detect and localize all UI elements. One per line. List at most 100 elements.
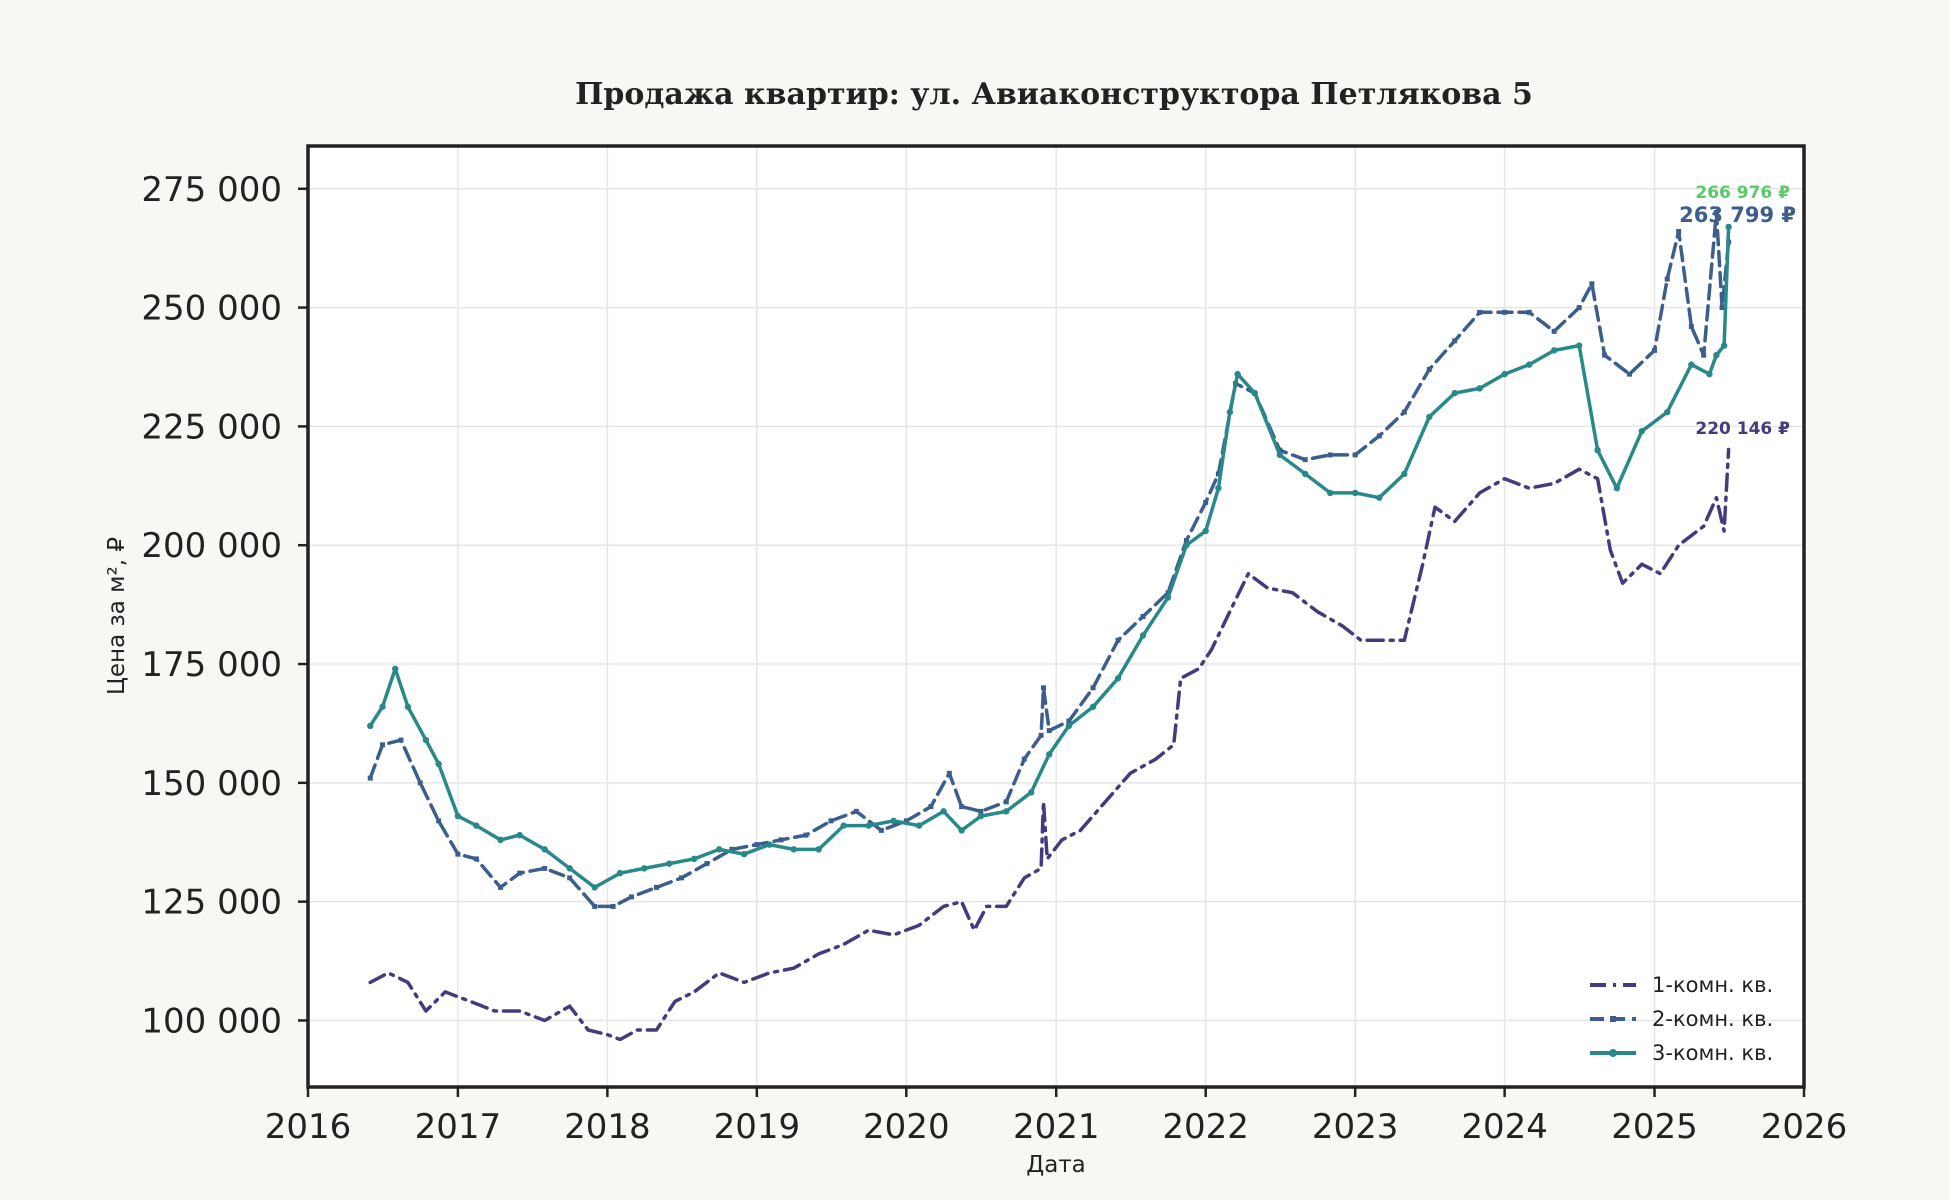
series-2-point <box>567 875 573 881</box>
y-axis: 100 000 125 000 150 000 175 000 200 000 225 0… <box>141 170 308 1041</box>
series-2-point <box>704 861 710 867</box>
series-3-point <box>740 850 748 858</box>
x-axis: 2016 2017 2018 2019 2020 2021 2022 2023 2024 2025… <box>265 1087 1848 1147</box>
x-tick-label: 2020 <box>863 1107 950 1147</box>
series-3-point <box>865 822 872 829</box>
x-tick-label: 2025 <box>1611 1107 1698 1147</box>
series-3-point <box>890 817 897 825</box>
series-3-point <box>1501 370 1508 378</box>
end-value-label: 220 146 ₽ <box>1695 419 1790 439</box>
series-3-point <box>1550 347 1558 354</box>
series-3-point <box>1183 542 1190 549</box>
series-2-point <box>1526 309 1532 315</box>
series-2-point <box>1140 614 1146 619</box>
x-tick-label: 2021 <box>1013 1107 1100 1147</box>
y-tick-label: 225 000 <box>141 407 282 447</box>
series-3-point <box>1376 494 1383 501</box>
series-3-point <box>379 703 386 710</box>
x-tick-label: 2026 <box>1761 1107 1848 1147</box>
series-2-point <box>398 737 404 743</box>
series-3-point <box>1114 675 1122 682</box>
x-tick-label: 2018 <box>564 1107 651 1147</box>
series-2-point <box>959 804 965 810</box>
series-2-point <box>946 770 952 776</box>
series-2-point <box>1215 471 1221 477</box>
series-3-point <box>1526 361 1533 368</box>
series-3-point <box>1688 361 1695 368</box>
series-3-point <box>1613 484 1621 492</box>
series-3-point <box>1594 446 1601 454</box>
y-tick-label: 100 000 <box>141 1001 282 1041</box>
series-2-point <box>754 842 760 848</box>
series-2-point <box>1038 732 1044 738</box>
series-2-point <box>1090 685 1096 691</box>
x-axis-label: Дата <box>1026 1152 1086 1178</box>
series-2-point <box>678 875 684 881</box>
end-value-label: 266 976 ₽ <box>1695 183 1790 203</box>
legend-label: 2-комн. кв. <box>1652 1007 1773 1031</box>
series-2-point <box>803 832 809 838</box>
legend-marker <box>1609 1049 1617 1057</box>
y-tick-label: 275 000 <box>141 170 282 210</box>
legend-marker <box>1610 1016 1616 1022</box>
series-3-point <box>840 822 847 829</box>
series-2-point <box>1352 452 1358 458</box>
legend-label: 3-комн. кв. <box>1652 1041 1773 1065</box>
series-2-point <box>592 903 598 909</box>
series-3-point <box>1046 751 1053 758</box>
legend-label: 1-комн. кв. <box>1652 973 1773 997</box>
series-3-point <box>497 836 504 844</box>
series-2-point <box>1477 309 1483 315</box>
series-2-point <box>1664 276 1670 282</box>
series-2-point <box>1602 352 1608 358</box>
y-tick-label: 175 000 <box>141 645 282 685</box>
series-3-point <box>454 812 462 820</box>
series-2-point <box>1502 309 1508 315</box>
series-2-point <box>729 846 735 852</box>
series-3-point <box>790 846 797 853</box>
series-3-point <box>1164 594 1172 601</box>
series-3-point <box>516 831 523 839</box>
series-2-point <box>1701 352 1707 358</box>
series-2-point <box>542 865 548 871</box>
series-2-point <box>1676 229 1682 235</box>
series-2-point <box>1041 685 1047 691</box>
series-3-point <box>1638 427 1646 435</box>
series-2-point <box>1589 281 1595 287</box>
series-2-point <box>1327 452 1333 458</box>
series-3-point <box>1226 408 1234 416</box>
y-tick-label: 125 000 <box>141 883 282 923</box>
series-2-point <box>436 818 442 824</box>
series-3-point <box>1028 789 1035 796</box>
series-2-point <box>978 808 984 814</box>
series-2-point <box>473 856 479 862</box>
series-2-point <box>1376 433 1382 439</box>
series-3-point <box>1215 484 1222 492</box>
series-2-point <box>1003 799 1009 805</box>
series-3-point <box>1065 722 1073 730</box>
series-3-point <box>915 822 923 829</box>
legend: 1-комн. кв. 2-комн. кв. 3-комн. кв. <box>1590 973 1773 1065</box>
series-3-point <box>392 665 399 672</box>
series-2-point <box>380 742 386 748</box>
series-3-point <box>404 703 412 710</box>
series-3-point <box>1234 370 1241 378</box>
series-3-point <box>473 822 480 829</box>
series-2-point <box>1066 718 1072 724</box>
series-3-point <box>1089 703 1097 710</box>
series-2-point <box>1576 305 1582 311</box>
series-3-point <box>1202 527 1209 535</box>
series-layer <box>367 210 1732 1042</box>
end-value-label: 263 799 ₽ <box>1679 203 1796 227</box>
series-2-point <box>1277 447 1283 453</box>
series-3-point <box>1351 489 1359 497</box>
series-3-point <box>1301 470 1309 478</box>
series-2-point <box>1203 499 1209 505</box>
end-labels: 220 146 ₽ 263 799 ₽266 976 ₽ <box>1679 183 1796 439</box>
series-3-point <box>666 860 673 867</box>
series-2-point <box>1302 457 1308 463</box>
series-2-point <box>1115 637 1121 643</box>
series-2-point <box>367 775 373 781</box>
series-2-point <box>853 808 859 814</box>
